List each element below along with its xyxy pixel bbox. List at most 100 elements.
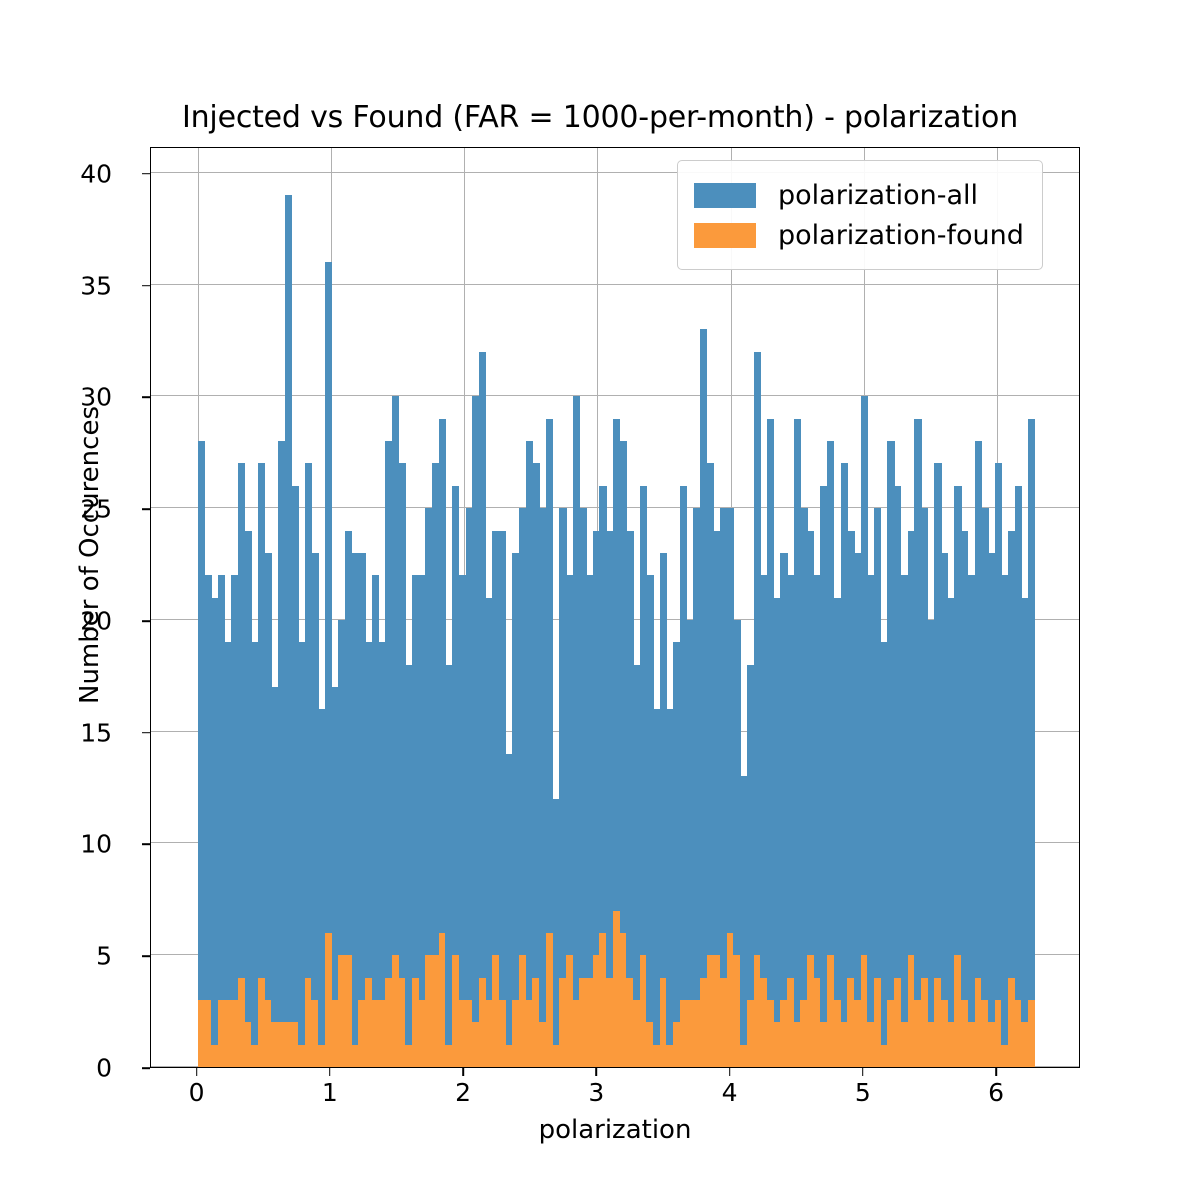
bar-found — [860, 955, 868, 1067]
x-tick-mark — [329, 1068, 331, 1076]
bar-all — [686, 619, 694, 1067]
bar-found — [1021, 1022, 1029, 1067]
bar-all — [311, 552, 319, 1067]
bar-found — [344, 955, 353, 1067]
y-tick-mark — [142, 955, 150, 958]
bar-found — [485, 999, 493, 1067]
bar-all — [954, 485, 962, 1067]
gridline-horizontal — [151, 283, 1079, 285]
bar-all — [552, 798, 560, 1067]
bar-found — [840, 1022, 848, 1067]
bar-all — [833, 597, 842, 1067]
legend-item-all: polarization-all — [694, 175, 1024, 215]
bar-all — [331, 686, 339, 1067]
bar-all — [773, 597, 781, 1067]
bar-all — [217, 575, 226, 1067]
bar-all — [639, 485, 647, 1067]
bar-found — [231, 999, 239, 1067]
bar-found — [365, 977, 373, 1067]
bar-all — [800, 508, 808, 1067]
bar-all — [512, 552, 520, 1067]
bar-found — [338, 955, 346, 1067]
bar-found — [472, 1022, 480, 1067]
bar-all — [559, 508, 567, 1067]
bar-found — [646, 1022, 654, 1067]
bar-all — [458, 575, 467, 1067]
bar-found — [967, 1022, 976, 1067]
bar-found — [244, 1022, 252, 1067]
bar-all — [592, 530, 601, 1067]
bar-found — [492, 955, 500, 1067]
bar-all — [653, 709, 661, 1067]
bar-found — [659, 977, 668, 1067]
x-tick-label: 0 — [188, 1078, 205, 1107]
bar-found — [934, 977, 942, 1067]
bar-found — [572, 999, 580, 1067]
bar-all — [894, 485, 902, 1067]
y-tick-mark — [142, 173, 150, 175]
bar-found — [994, 999, 1002, 1067]
bar-all — [699, 329, 708, 1067]
bar-all — [840, 463, 848, 1067]
bar-found — [894, 977, 902, 1067]
y-tick-mark — [142, 396, 150, 399]
bar-all — [887, 441, 895, 1067]
bar-found — [445, 1044, 453, 1067]
bar-all — [231, 575, 239, 1067]
bar-found — [853, 999, 862, 1067]
bar-all — [1028, 418, 1036, 1067]
bar-all — [251, 642, 259, 1067]
bar-found — [1028, 999, 1036, 1067]
x-axis-label: polarization — [538, 1115, 692, 1145]
bar-all — [706, 463, 714, 1067]
legend-label-found: polarization-found — [778, 219, 1024, 251]
bar-all — [813, 575, 822, 1067]
bar-all — [967, 575, 976, 1067]
bar-found — [599, 932, 607, 1067]
bar-found — [874, 977, 882, 1067]
x-tick-mark — [595, 1068, 598, 1076]
bar-found — [920, 977, 929, 1067]
bar-all — [793, 418, 801, 1067]
bar-found — [264, 999, 272, 1067]
bar-found — [331, 999, 339, 1067]
bar-all — [853, 552, 862, 1067]
bar-found — [626, 977, 634, 1067]
bar-found — [746, 999, 755, 1067]
bar-found — [954, 955, 962, 1067]
bar-found — [217, 999, 226, 1067]
bar-all — [525, 441, 534, 1067]
bar-found — [324, 932, 333, 1067]
legend-swatch-found — [694, 222, 756, 248]
y-tick-mark — [142, 1067, 150, 1069]
legend-label-all: polarization-all — [778, 179, 979, 211]
bar-all — [465, 508, 473, 1067]
bar-found — [351, 1044, 359, 1067]
bar-all — [786, 575, 795, 1067]
bar-found — [720, 977, 728, 1067]
bar-all — [632, 664, 641, 1067]
bar-found — [827, 955, 835, 1067]
bar-all — [378, 642, 386, 1067]
bar-all — [411, 575, 420, 1067]
y-tick-label: 35 — [80, 271, 112, 301]
bar-found — [813, 977, 822, 1067]
bar-found — [947, 1022, 956, 1067]
bar-found — [713, 955, 721, 1067]
x-tick-label: 3 — [588, 1078, 605, 1107]
bar-all — [987, 552, 996, 1067]
bar-found — [880, 1044, 889, 1067]
bar-all — [1021, 597, 1029, 1067]
bar-found — [385, 977, 393, 1067]
bar-found — [304, 977, 313, 1067]
gridline-horizontal — [151, 395, 1079, 397]
bar-all — [626, 530, 634, 1067]
bar-found — [673, 1022, 681, 1067]
bar-all — [499, 530, 507, 1067]
bar-all — [452, 485, 460, 1067]
bar-all — [298, 642, 306, 1067]
bar-all — [746, 664, 755, 1067]
bar-all — [284, 195, 292, 1067]
bar-all — [204, 575, 212, 1067]
y-tick-mark — [142, 508, 150, 510]
